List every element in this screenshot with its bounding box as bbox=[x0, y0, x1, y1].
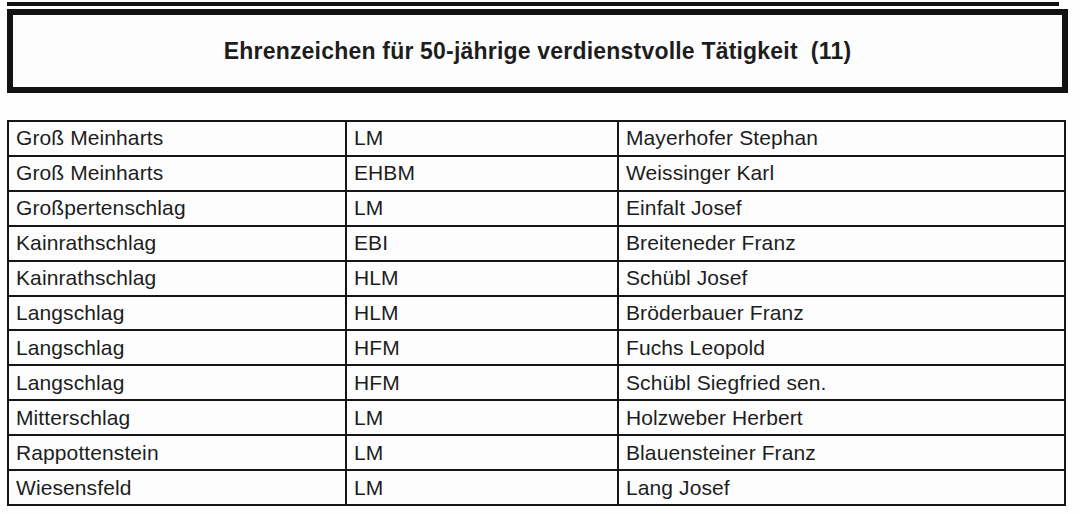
name-cell: Mayerhofer Stephan bbox=[618, 121, 1065, 156]
name-cell: Weissinger Karl bbox=[618, 156, 1065, 191]
name-cell: Lang Josef bbox=[618, 470, 1065, 505]
place-cell: Rappottenstein bbox=[8, 435, 346, 470]
place-cell: Wiesensfeld bbox=[8, 470, 346, 505]
table-row: GroßpertenschlagLMEinfalt Josef bbox=[8, 191, 1065, 226]
place-cell: Langschlag bbox=[8, 330, 346, 365]
rank-cell: HLM bbox=[346, 296, 618, 331]
name-cell: Holzweber Herbert bbox=[618, 400, 1065, 435]
rank-cell: EHBM bbox=[346, 156, 618, 191]
table-row: WiesensfeldLMLang Josef bbox=[8, 470, 1065, 505]
rank-cell: HFM bbox=[346, 330, 618, 365]
table-row: RappottensteinLMBlauensteiner Franz bbox=[8, 435, 1065, 470]
place-cell: Großpertenschlag bbox=[8, 191, 346, 226]
awards-table: Groß MeinhartsLMMayerhofer StephanGroß M… bbox=[7, 120, 1066, 506]
table-row: KainrathschlagHLMSchübl Josef bbox=[8, 261, 1065, 296]
name-cell: Bröderbauer Franz bbox=[618, 296, 1065, 331]
name-cell: Fuchs Leopold bbox=[618, 330, 1065, 365]
section-title-box: Ehrenzeichen für 50-jährige verdienstvol… bbox=[7, 9, 1068, 93]
rank-cell: LM bbox=[346, 435, 618, 470]
place-cell: Langschlag bbox=[8, 296, 346, 331]
table-row: LangschlagHLMBröderbauer Franz bbox=[8, 296, 1065, 331]
place-cell: Kainrathschlag bbox=[8, 261, 346, 296]
place-cell: Kainrathschlag bbox=[8, 226, 346, 261]
top-divider-line bbox=[7, 2, 1059, 6]
rank-cell: LM bbox=[346, 400, 618, 435]
place-cell: Groß Meinharts bbox=[8, 121, 346, 156]
rank-cell: HFM bbox=[346, 365, 618, 400]
table-row: KainrathschlagEBIBreiteneder Franz bbox=[8, 226, 1065, 261]
section-count: (11) bbox=[811, 38, 851, 65]
rank-cell: EBI bbox=[346, 226, 618, 261]
place-cell: Mitterschlag bbox=[8, 400, 346, 435]
rank-cell: LM bbox=[346, 470, 618, 505]
rank-cell: HLM bbox=[346, 261, 618, 296]
name-cell: Blauensteiner Franz bbox=[618, 435, 1065, 470]
place-cell: Groß Meinharts bbox=[8, 156, 346, 191]
name-cell: Einfalt Josef bbox=[618, 191, 1065, 226]
place-cell: Langschlag bbox=[8, 365, 346, 400]
section-title: Ehrenzeichen für 50-jährige verdienstvol… bbox=[224, 38, 798, 65]
document-page: Ehrenzeichen für 50-jährige verdienstvol… bbox=[0, 0, 1080, 514]
name-cell: Schübl Siegfried sen. bbox=[618, 365, 1065, 400]
table-row: LangschlagHFMSchübl Siegfried sen. bbox=[8, 365, 1065, 400]
rank-cell: LM bbox=[346, 121, 618, 156]
table-row: Groß MeinhartsLMMayerhofer Stephan bbox=[8, 121, 1065, 156]
awards-table-body: Groß MeinhartsLMMayerhofer StephanGroß M… bbox=[8, 121, 1065, 505]
rank-cell: LM bbox=[346, 191, 618, 226]
table-row: LangschlagHFMFuchs Leopold bbox=[8, 330, 1065, 365]
name-cell: Breiteneder Franz bbox=[618, 226, 1065, 261]
table-row: Groß MeinhartsEHBMWeissinger Karl bbox=[8, 156, 1065, 191]
table-row: MitterschlagLMHolzweber Herbert bbox=[8, 400, 1065, 435]
name-cell: Schübl Josef bbox=[618, 261, 1065, 296]
